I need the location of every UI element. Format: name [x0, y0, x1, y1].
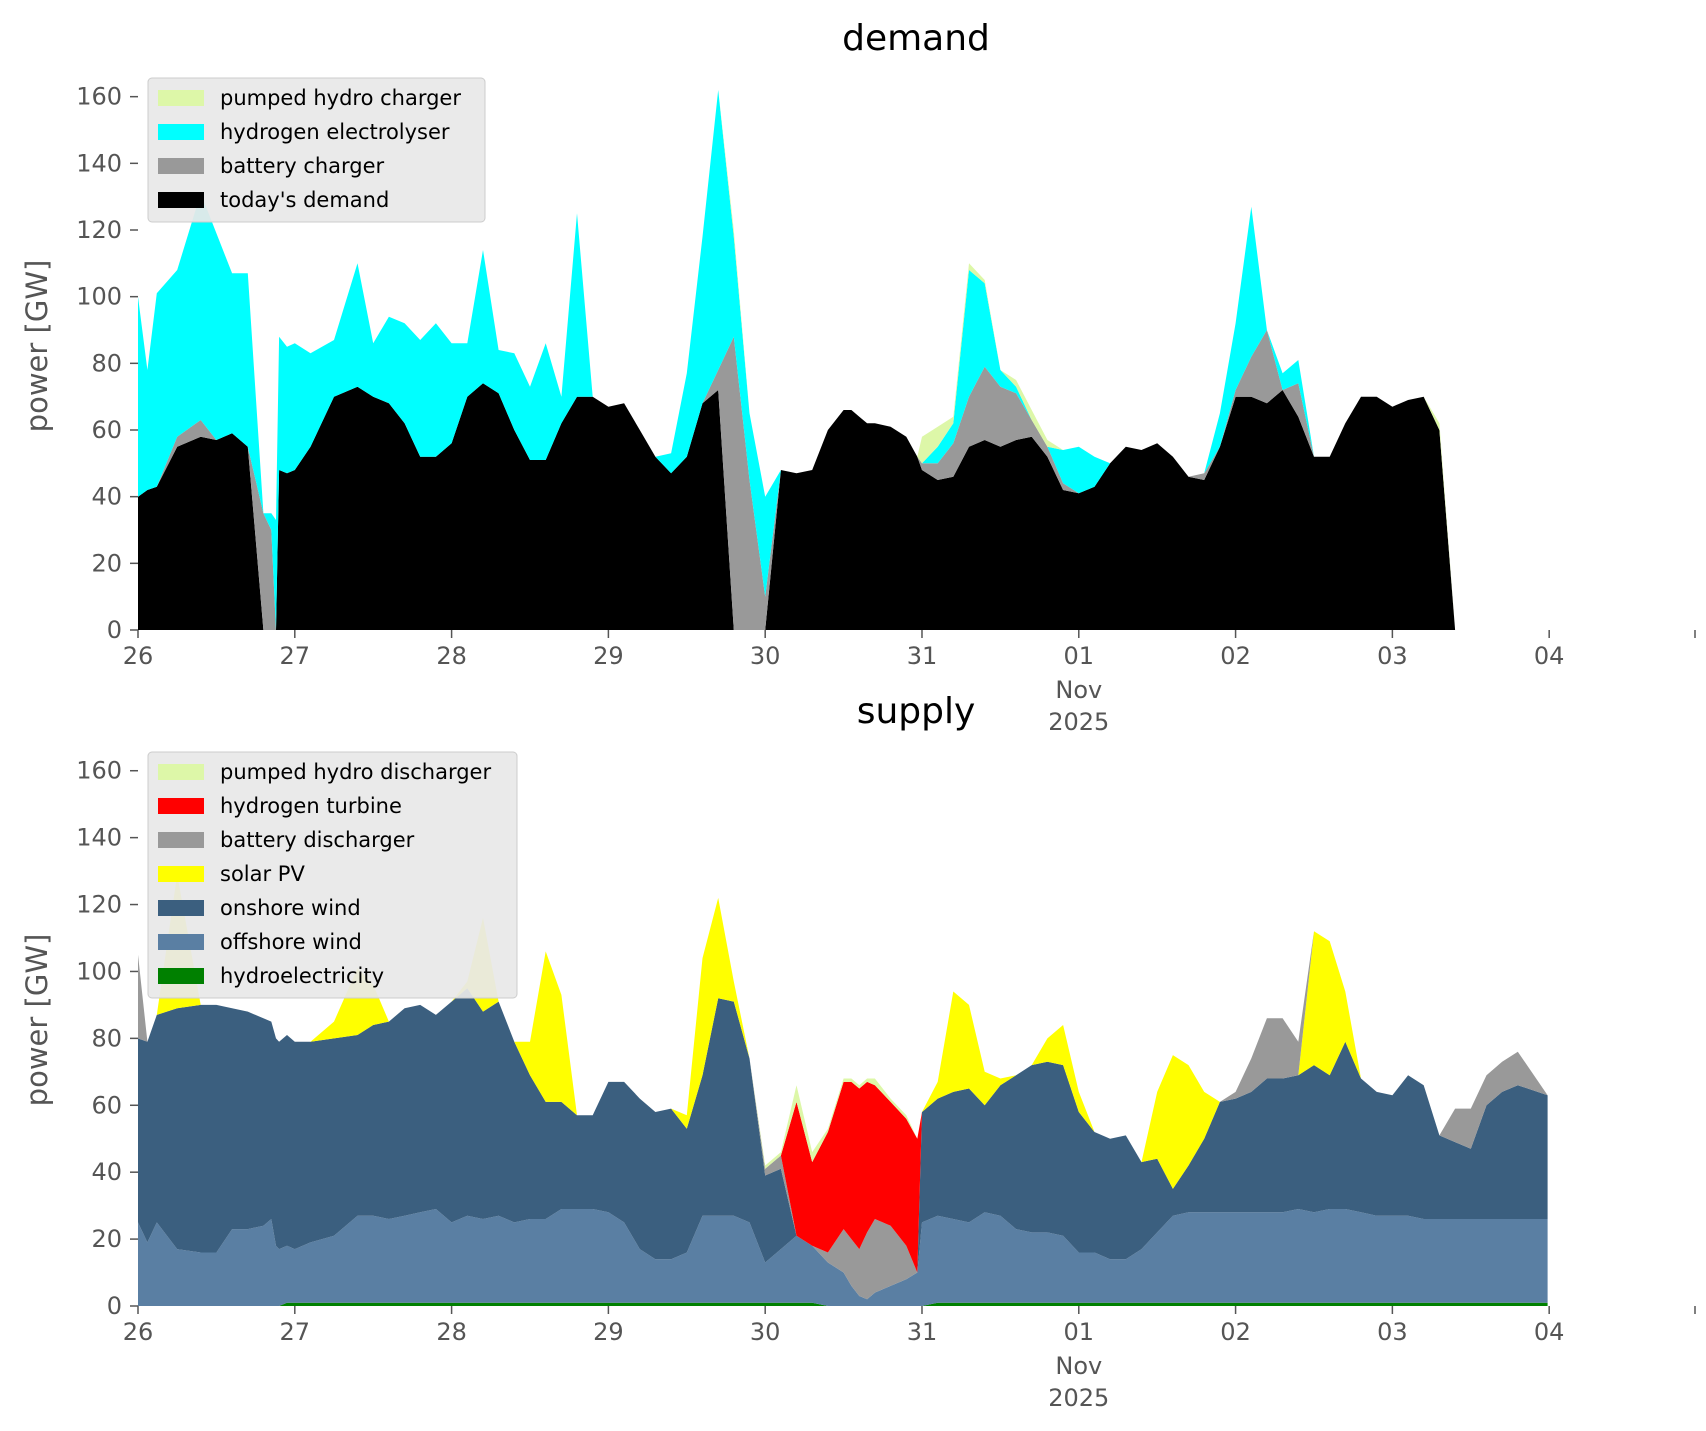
demand-y-tick-label: 100	[76, 283, 122, 311]
supply-x-tick-label: 27	[280, 1318, 311, 1346]
demand-legend-label: pumped hydro charger	[220, 86, 461, 110]
supply-y-tick-label: 60	[91, 1091, 122, 1119]
supply-legend-swatch-hydrogen-turbine	[158, 798, 204, 814]
supply-legend-label: offshore wind	[220, 930, 362, 954]
supply-y-tick-label: 120	[76, 891, 122, 919]
supply-y-tick-label: 160	[76, 757, 122, 785]
demand-axes: 0 20 40 60 80 100 120 140 160 26 27 28 29 30 31 01 02 03 0…	[76, 83, 1696, 736]
demand-x-tick-label: 03	[1377, 642, 1408, 670]
supply-area-hydrogen-turbine	[138, 874, 1548, 1273]
supply-legend-label: hydrogen turbine	[220, 794, 402, 818]
demand-y-tick-label: 160	[76, 83, 122, 111]
supply-x-tick-label: 03	[1377, 1318, 1408, 1346]
demand-x-tick-label: 29	[593, 642, 624, 670]
supply-y-tick-label: 20	[91, 1225, 122, 1253]
demand-legend: pumped hydro charger hydrogen electrolyse…	[147, 77, 486, 223]
supply-legend-swatch-battery-discharger	[158, 832, 204, 848]
demand-x-tick-label: 26	[123, 642, 154, 670]
supply-y-tick-label: 40	[91, 1158, 122, 1186]
supply-axes: 0 20 40 60 80 100 120 140 160 26 27 28 29 30 31 01 02 03 0…	[76, 757, 1696, 1412]
supply-x-tick-label: 01	[1064, 1318, 1095, 1346]
supply-y-tick-label: 80	[91, 1024, 122, 1052]
demand-y-tick-label: 0	[107, 616, 122, 644]
demand-y-tick-label: 60	[91, 416, 122, 444]
demand-x-tick-label: 28	[436, 642, 467, 670]
demand-chart: demand power [GW] 0204060801001201401602…	[20, 18, 1696, 736]
demand-x-secondary-label: Nov	[1055, 676, 1102, 704]
supply-x-tick-label: 29	[593, 1318, 624, 1346]
demand-legend-label: battery charger	[220, 154, 385, 178]
supply-y-axis-label: power [GW]	[20, 934, 54, 1107]
demand-y-tick-label: 140	[76, 149, 122, 177]
demand-x-tick-label: 01	[1064, 642, 1095, 670]
demand-legend-swatch-today-s-demand	[158, 192, 204, 208]
demand-area-today-s-demand	[138, 383, 1548, 630]
demand-legend-swatch-battery-charger	[158, 158, 204, 174]
supply-legend-swatch-solar-pv	[158, 866, 204, 882]
demand-legend-label: hydrogen electrolyser	[220, 120, 450, 144]
demand-x-tick-label: 27	[280, 642, 311, 670]
supply-legend-swatch-offshore-wind	[158, 934, 204, 950]
supply-area-offshore-wind	[138, 1209, 1548, 1306]
demand-x-tick-label: 30	[750, 642, 781, 670]
demand-legend-swatch-pumped-hydro-charger	[158, 90, 204, 106]
demand-y-tick-label: 40	[91, 483, 122, 511]
demand-x-secondary-label: 2025	[1048, 708, 1109, 736]
supply-legend-label: onshore wind	[220, 896, 361, 920]
demand-x-tick-label: 31	[907, 642, 938, 670]
supply-legend: pumped hydro discharger hydrogen turbine b…	[147, 751, 518, 999]
supply-chart-title: supply	[857, 691, 976, 732]
supply-x-tick-label: 30	[750, 1318, 781, 1346]
supply-legend-swatch-onshore-wind	[158, 900, 204, 916]
supply-legend-label: hydroelectricity	[220, 964, 384, 988]
demand-area-hydrogen-electrolyser	[138, 90, 1548, 630]
supply-x-tick-label: 04	[1534, 1318, 1565, 1346]
demand-y-axis-label: power [GW]	[20, 260, 54, 433]
supply-y-tick-label: 0	[107, 1292, 122, 1320]
demand-series-layer	[138, 90, 1548, 630]
supply-x-tick-label: 26	[123, 1318, 154, 1346]
demand-x-tick-label: 02	[1220, 642, 1251, 670]
supply-area-hydroelectricity	[138, 1302, 1548, 1306]
supply-y-tick-label: 100	[76, 957, 122, 985]
supply-x-tick-label: 28	[436, 1318, 467, 1346]
supply-legend-swatch-pumped-hydro-discharger	[158, 764, 204, 780]
supply-x-tick-label: 31	[907, 1318, 938, 1346]
supply-legend-box	[147, 751, 518, 999]
supply-y-tick-label: 140	[76, 824, 122, 852]
supply-legend-swatch-hydroelectricity	[158, 968, 204, 984]
demand-x-tick-label: 04	[1534, 642, 1565, 670]
supply-x-tick-label: 02	[1220, 1318, 1251, 1346]
supply-legend-label: battery discharger	[220, 828, 415, 852]
demand-y-tick-label: 80	[91, 349, 122, 377]
supply-chart: supply power [GW] 0204060801001201401602…	[20, 691, 1696, 1412]
demand-legend-box	[147, 77, 486, 223]
demand-legend-label: today's demand	[220, 188, 389, 212]
demand-y-tick-label: 120	[76, 216, 122, 244]
demand-y-tick-label: 20	[91, 549, 122, 577]
supply-legend-label: solar PV	[220, 862, 305, 886]
supply-x-secondary-label: 2025	[1048, 1384, 1109, 1412]
supply-legend-label: pumped hydro discharger	[220, 760, 491, 784]
demand-chart-title: demand	[842, 18, 990, 59]
supply-area-onshore-wind	[138, 988, 1548, 1300]
demand-legend-swatch-hydrogen-electrolyser	[158, 124, 204, 140]
supply-x-secondary-label: Nov	[1055, 1352, 1102, 1380]
